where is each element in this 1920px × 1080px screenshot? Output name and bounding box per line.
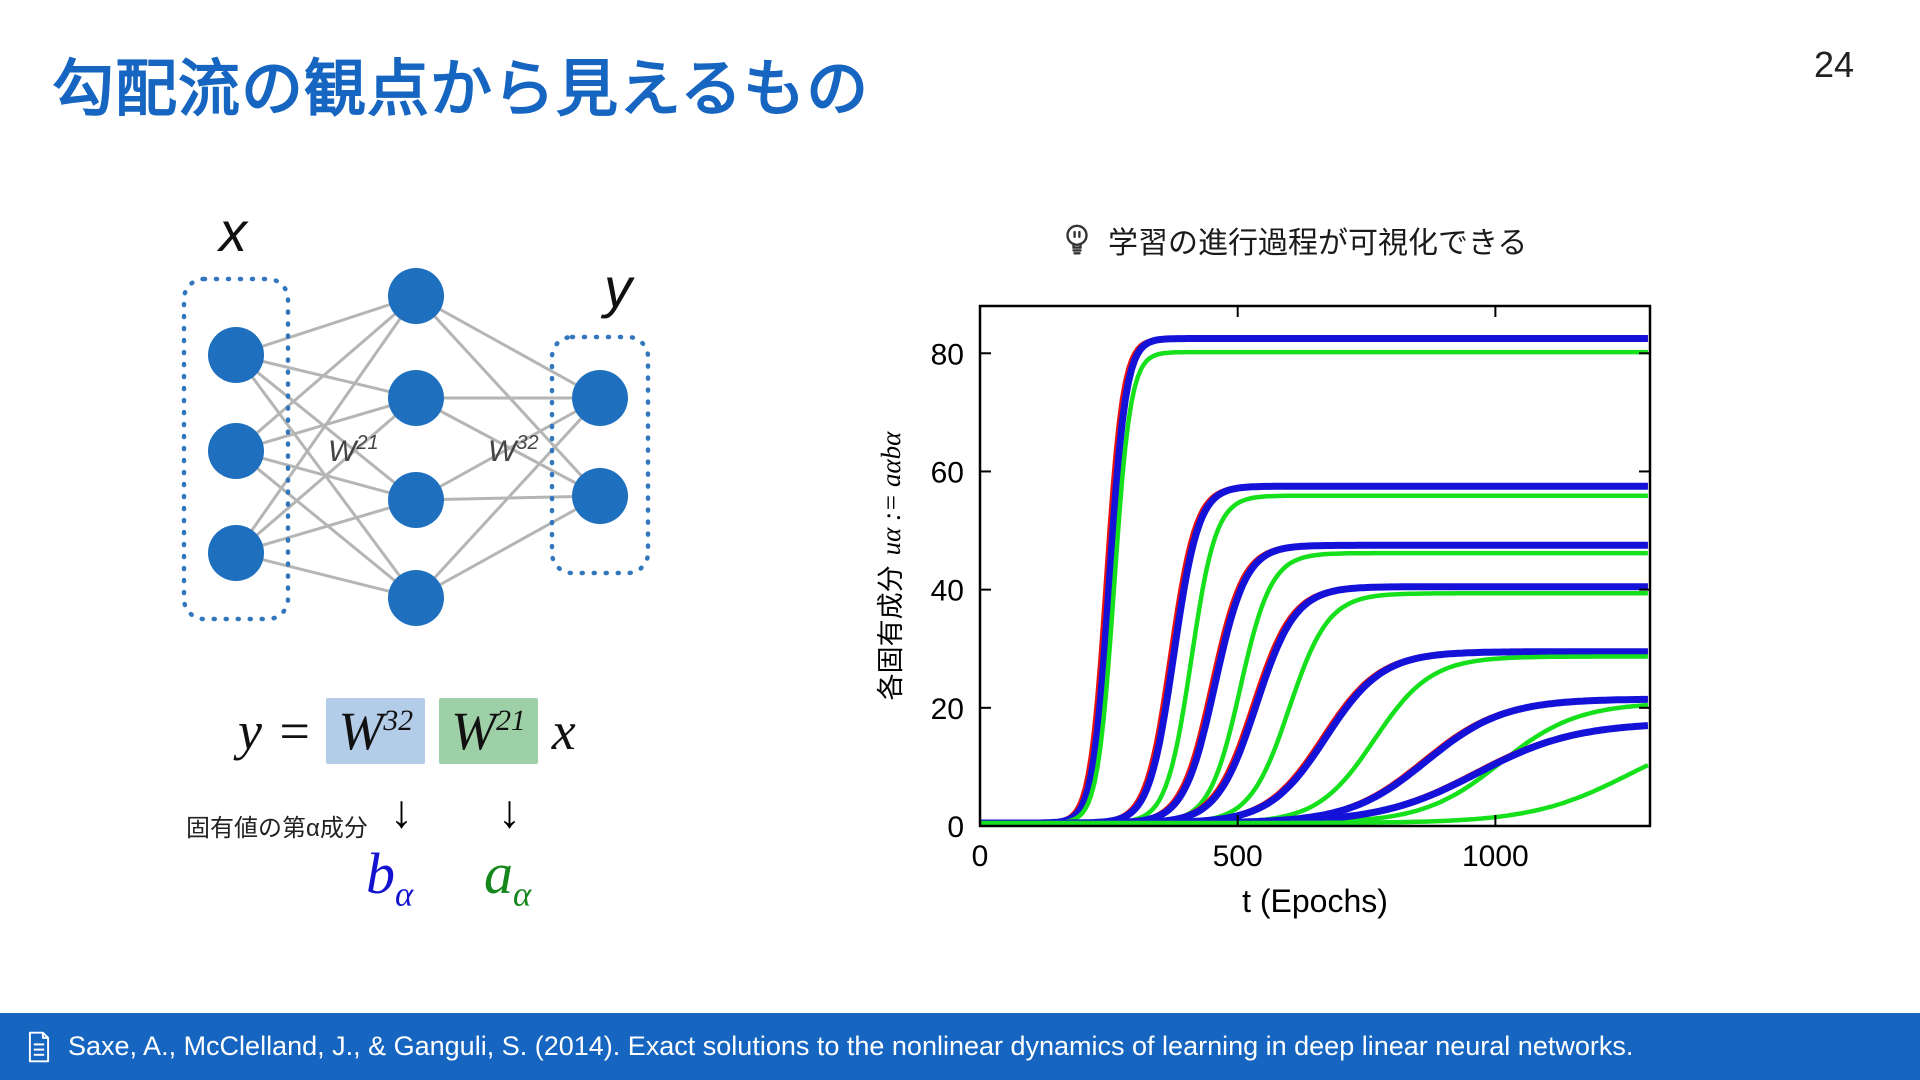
hidden-node — [388, 370, 444, 426]
insight-text: 学習の進行過程が可視化できる — [1108, 227, 1528, 260]
document-icon — [28, 1031, 50, 1062]
down-arrow-icon: ↓ — [390, 785, 413, 837]
input-node — [208, 327, 264, 383]
citation-text: Saxe, A., McClelland, J., & Ganguli, S. … — [68, 1031, 1634, 1061]
y-tick-label: 20 — [931, 693, 964, 726]
tick-labels: 0 500 1000 0 20 40 60 80 — [931, 338, 1529, 873]
learning-curve — [981, 349, 1648, 825]
y-tick-label: 80 — [931, 338, 964, 371]
eq-lhs: y — [238, 701, 262, 761]
page-title: 勾配流の観点から見えるもの — [52, 55, 870, 124]
down-arrow-icon: ↓ — [498, 785, 521, 837]
w21-weight-label: W21 — [328, 432, 379, 468]
x-tick-label: 1000 — [1462, 840, 1529, 873]
eq-rhs: x — [551, 701, 576, 761]
y-tick-label: 40 — [931, 575, 964, 608]
hidden-node — [388, 472, 444, 528]
learning-curves-chart: 0 500 1000 0 20 40 60 80 t (Epochs) 各固有成分uα := … — [876, 304, 1652, 919]
b-alpha-symbol: bα — [366, 841, 414, 914]
hidden-node — [388, 570, 444, 626]
axis-ticks — [979, 306, 1650, 827]
w21-term: W21 — [439, 698, 538, 764]
input-layer-box — [181, 276, 291, 622]
y-axis-label: 各固有成分uα := aαbα — [876, 431, 906, 701]
input-node — [208, 525, 264, 581]
input-node — [208, 423, 264, 479]
output-node — [572, 468, 628, 524]
plot-frame — [978, 304, 1652, 828]
a-alpha-symbol: aα — [484, 841, 532, 914]
curve-group — [981, 335, 1649, 825]
x-tick-label: 500 — [1213, 840, 1263, 873]
y-tick-label: 0 — [947, 811, 964, 844]
y-tick-label: 60 — [931, 456, 964, 489]
insight-note: 学習の進行過程が可視化できる — [1058, 218, 1527, 262]
x-tick-label: 0 — [972, 840, 989, 873]
eq-equals: = — [275, 701, 313, 761]
output-vector-label: y — [600, 256, 635, 319]
hidden-node — [388, 268, 444, 324]
w32-term: W32 — [326, 698, 426, 764]
page-number: 24 — [1813, 44, 1854, 85]
factorized-equation: y = W32 W21 x — [238, 698, 576, 764]
neural-network-diagram: x y W21 W32 — [181, 200, 651, 626]
citation-footer: Saxe, A., McClelland, J., & Ganguli, S. … — [0, 1013, 1920, 1080]
eigen-component-annotation: 固有値の第α成分 — [186, 815, 368, 842]
learning-curve — [981, 335, 1648, 825]
input-vector-label: x — [216, 200, 249, 263]
w32-weight-label: W32 — [488, 432, 539, 468]
x-axis-label: t (Epochs) — [1242, 883, 1388, 919]
output-node — [572, 370, 628, 426]
network-edges — [234, 294, 602, 600]
lightbulb-icon — [1066, 224, 1088, 255]
learning-curve — [981, 763, 1649, 825]
network-nodes — [208, 268, 628, 626]
